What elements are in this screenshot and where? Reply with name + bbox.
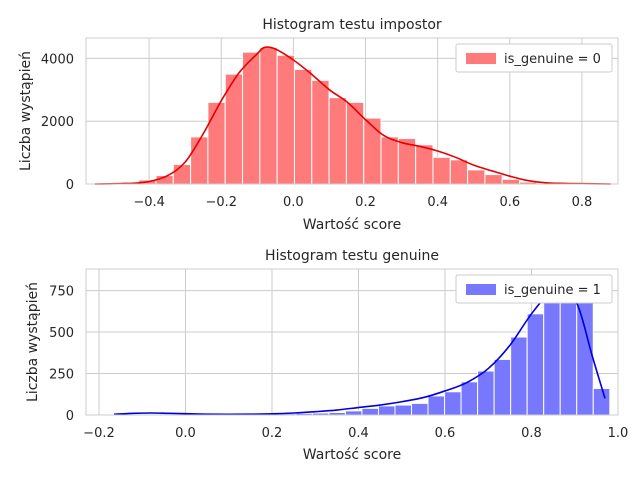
genuine-chart-title: Histogram testu genuine: [265, 248, 439, 264]
histogram-bar: [378, 406, 395, 415]
histogram-bar: [478, 371, 495, 415]
histogram-bar: [364, 118, 381, 184]
impostor-chart-title: Histogram testu impostor: [262, 17, 442, 33]
x-tick-label: 1.0: [608, 426, 629, 441]
histogram-bar: [243, 52, 260, 184]
histogram-bar: [577, 301, 594, 415]
x-tick-label: −0.2: [205, 195, 237, 210]
impostor-legend-label: is_genuine = 0: [504, 52, 601, 67]
histogram-bar: [381, 137, 398, 184]
histogram-bar: [502, 179, 519, 184]
y-tick-label: 0: [66, 178, 74, 193]
histogram-bar: [450, 160, 467, 184]
genuine-histogram: −0.2 0.0 0.2 0.4 0.6 0.8 1.0 0 250 500 750 Histog…: [25, 248, 628, 463]
y-tick-label: 250: [49, 368, 74, 383]
histogram-bar: [428, 396, 445, 415]
histogram-bar: [345, 411, 362, 415]
genuine-legend: is_genuine = 1: [456, 275, 612, 303]
genuine-legend-swatch: [466, 284, 496, 295]
histogram-bar: [527, 314, 544, 415]
y-tick-label: 4000: [41, 52, 74, 67]
x-tick-label: 0.2: [262, 426, 283, 441]
genuine-x-axis-label: Wartość score: [303, 447, 401, 463]
histogram-bar: [494, 359, 511, 415]
genuine-x-tick-labels: −0.2 0.0 0.2 0.4 0.6 0.8 1.0: [83, 426, 628, 441]
x-tick-label: 0.4: [348, 426, 369, 441]
x-tick-label: 0.4: [427, 195, 448, 210]
histogram-bar: [208, 102, 225, 184]
histogram-bar: [593, 388, 610, 415]
histogram-bar: [445, 392, 462, 415]
histogram-bar: [416, 145, 433, 184]
impostor-x-tick-labels: −0.4 −0.2 0.0 0.2 0.4 0.6 0.8: [133, 195, 592, 210]
x-tick-label: 0.8: [521, 426, 542, 441]
x-tick-label: 0.6: [499, 195, 520, 210]
histogram-bar: [312, 80, 329, 184]
x-tick-label: 0.0: [175, 426, 196, 441]
histogram-bar: [329, 98, 346, 184]
impostor-y-tick-labels: 0 2000 4000: [41, 52, 74, 193]
histogram-bar: [433, 157, 450, 184]
histogram-bar: [511, 337, 528, 415]
x-tick-label: 0.0: [283, 195, 304, 210]
histogram-bar: [544, 287, 561, 415]
genuine-y-axis-label: Liczba wystąpień: [25, 282, 41, 402]
impostor-y-axis-label: Liczba wystąpień: [18, 51, 34, 171]
y-tick-label: 750: [49, 285, 74, 300]
y-tick-label: 2000: [41, 115, 74, 130]
x-tick-label: 0.8: [572, 195, 593, 210]
histogram-bar: [412, 403, 429, 415]
histogram-bar: [461, 382, 478, 415]
x-tick-label: −0.2: [83, 426, 115, 441]
histogram-bar: [277, 55, 294, 184]
y-tick-label: 0: [66, 409, 74, 424]
histogram-bar: [173, 165, 190, 184]
x-tick-label: 0.2: [355, 195, 376, 210]
impostor-x-axis-label: Wartość score: [303, 217, 401, 233]
impostor-legend: is_genuine = 0: [456, 44, 612, 72]
histogram-bar: [294, 69, 311, 184]
x-tick-label: −0.4: [133, 195, 165, 210]
x-tick-label: 0.6: [435, 426, 456, 441]
y-tick-label: 500: [49, 326, 74, 341]
genuine-y-tick-labels: 0 250 500 750: [49, 285, 74, 424]
histogram-bar: [395, 405, 412, 415]
histogram-bar: [485, 175, 502, 184]
genuine-legend-label: is_genuine = 1: [504, 283, 601, 298]
impostor-legend-swatch: [466, 53, 496, 64]
histogram-bar: [191, 137, 208, 184]
histogram-bar: [468, 170, 485, 184]
histogram-bar: [362, 408, 379, 415]
impostor-histogram: −0.4 −0.2 0.0 0.2 0.4 0.6 0.8 0 2000 4000 Histog…: [18, 17, 623, 233]
histogram-bar: [260, 47, 277, 184]
